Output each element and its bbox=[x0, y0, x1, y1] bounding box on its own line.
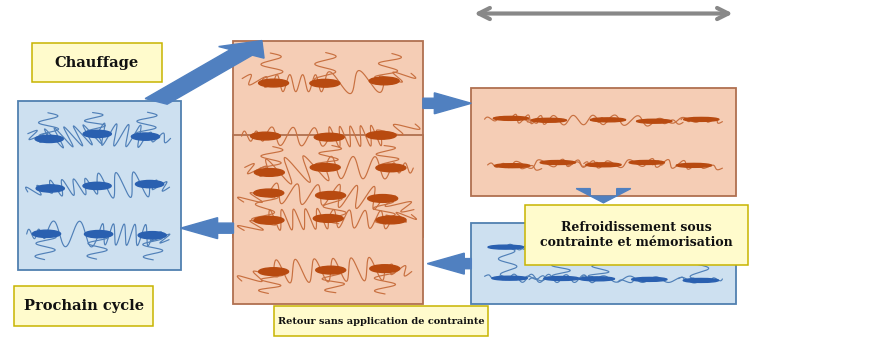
Ellipse shape bbox=[632, 277, 667, 281]
Ellipse shape bbox=[589, 247, 625, 251]
Ellipse shape bbox=[637, 119, 672, 123]
Ellipse shape bbox=[83, 182, 111, 190]
Ellipse shape bbox=[315, 192, 345, 199]
Ellipse shape bbox=[492, 276, 527, 280]
Ellipse shape bbox=[136, 180, 164, 188]
Ellipse shape bbox=[314, 215, 344, 222]
Ellipse shape bbox=[310, 164, 340, 171]
Text: Refroidissement sous
contrainte et mémorisation: Refroidissement sous contrainte et mémor… bbox=[540, 221, 733, 249]
Text: Retour sans application de contrainte: Retour sans application de contrainte bbox=[278, 317, 485, 325]
Ellipse shape bbox=[586, 163, 621, 167]
FancyArrow shape bbox=[576, 189, 631, 203]
Ellipse shape bbox=[677, 247, 713, 250]
Ellipse shape bbox=[85, 231, 113, 238]
Ellipse shape bbox=[35, 135, 63, 143]
Ellipse shape bbox=[493, 116, 529, 120]
Ellipse shape bbox=[540, 161, 575, 165]
Ellipse shape bbox=[544, 276, 579, 281]
Ellipse shape bbox=[488, 245, 523, 249]
Ellipse shape bbox=[367, 195, 397, 202]
Ellipse shape bbox=[254, 216, 284, 224]
Ellipse shape bbox=[366, 131, 396, 139]
Ellipse shape bbox=[83, 130, 111, 138]
Ellipse shape bbox=[254, 189, 284, 197]
FancyArrow shape bbox=[423, 93, 471, 114]
Ellipse shape bbox=[590, 118, 626, 122]
Ellipse shape bbox=[255, 169, 285, 176]
Ellipse shape bbox=[315, 133, 344, 141]
FancyBboxPatch shape bbox=[233, 41, 423, 237]
Ellipse shape bbox=[369, 77, 399, 85]
Ellipse shape bbox=[684, 117, 719, 121]
Text: Prochain cycle: Prochain cycle bbox=[24, 299, 144, 313]
Text: Chauffage: Chauffage bbox=[55, 55, 139, 70]
FancyBboxPatch shape bbox=[32, 43, 162, 82]
FancyBboxPatch shape bbox=[233, 135, 423, 304]
FancyBboxPatch shape bbox=[471, 223, 736, 304]
FancyBboxPatch shape bbox=[471, 88, 736, 196]
Ellipse shape bbox=[677, 163, 712, 167]
FancyBboxPatch shape bbox=[18, 101, 181, 270]
Ellipse shape bbox=[684, 279, 719, 283]
Ellipse shape bbox=[543, 245, 578, 249]
Ellipse shape bbox=[259, 268, 289, 275]
FancyArrow shape bbox=[145, 41, 264, 104]
Ellipse shape bbox=[494, 164, 529, 168]
FancyBboxPatch shape bbox=[274, 306, 488, 336]
Ellipse shape bbox=[370, 265, 400, 272]
Ellipse shape bbox=[629, 161, 664, 165]
FancyBboxPatch shape bbox=[14, 286, 153, 326]
FancyArrow shape bbox=[181, 218, 233, 239]
FancyArrow shape bbox=[427, 253, 471, 274]
Ellipse shape bbox=[33, 230, 61, 237]
Ellipse shape bbox=[138, 232, 167, 239]
Ellipse shape bbox=[531, 118, 566, 122]
Ellipse shape bbox=[628, 245, 663, 249]
Ellipse shape bbox=[131, 133, 159, 140]
Ellipse shape bbox=[376, 164, 406, 172]
Ellipse shape bbox=[579, 277, 614, 281]
Ellipse shape bbox=[250, 132, 280, 140]
Ellipse shape bbox=[310, 79, 340, 87]
Ellipse shape bbox=[315, 266, 345, 274]
Ellipse shape bbox=[376, 216, 406, 224]
Ellipse shape bbox=[259, 79, 289, 87]
FancyBboxPatch shape bbox=[525, 205, 748, 265]
Ellipse shape bbox=[36, 185, 64, 192]
FancyArrowPatch shape bbox=[478, 8, 729, 19]
